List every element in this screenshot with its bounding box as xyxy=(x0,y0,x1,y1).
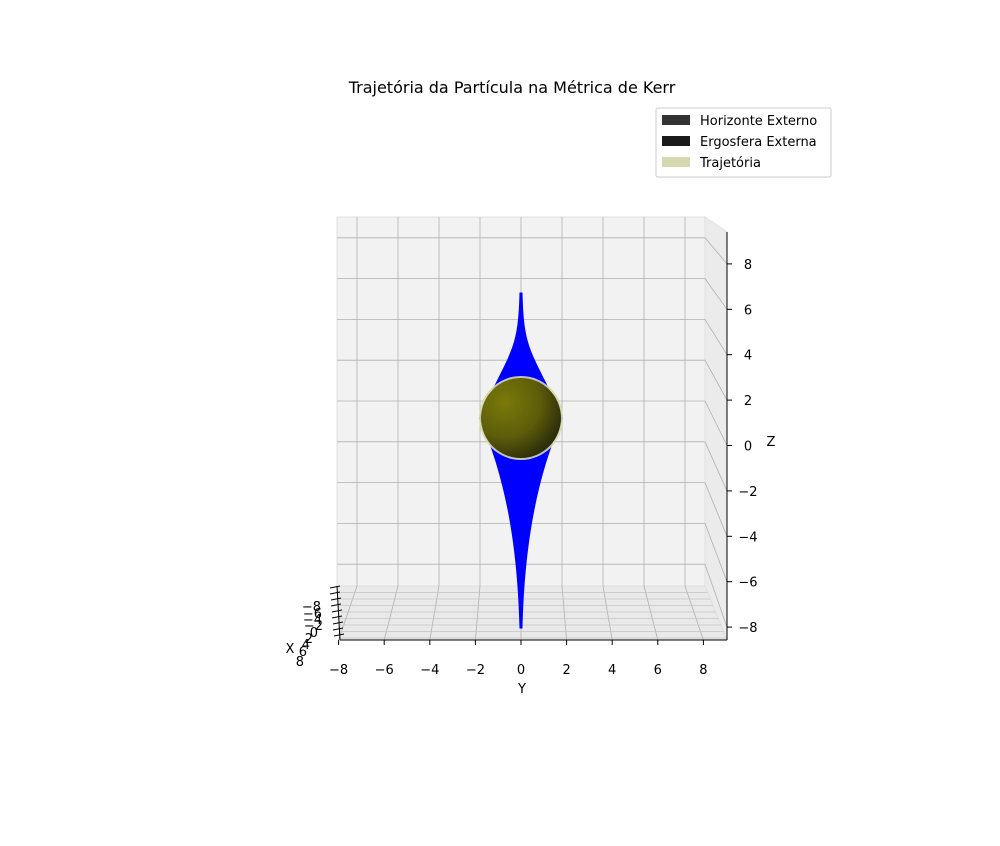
grid-line xyxy=(643,585,659,641)
x-tick-label: 4 xyxy=(302,638,310,653)
z-tick-label: −8 xyxy=(738,621,757,636)
x-tick-label: −6 xyxy=(303,607,322,622)
grid-line xyxy=(704,319,728,355)
floor-pane xyxy=(336,585,728,641)
grid-line xyxy=(704,482,728,537)
y-tick-label: 6 xyxy=(654,663,662,678)
legend: Horizonte Externo Ergosfera Externa Traj… xyxy=(655,107,832,178)
x-axis-ticks: −8 −6 −4 −2 0 2 4 6 8 xyxy=(296,585,345,670)
grid-line xyxy=(338,585,358,641)
y-tick-label: 4 xyxy=(608,663,616,678)
x-axis-label: X xyxy=(286,642,295,657)
right-pane xyxy=(704,216,728,641)
z-tick-label: 6 xyxy=(744,303,752,318)
chart-title: Trajetória da Partícula na Métrica de Ke… xyxy=(348,78,676,97)
z-axis-label: Z xyxy=(767,435,776,450)
y-tick-label: −6 xyxy=(375,663,394,678)
y-tick-label: −4 xyxy=(420,663,439,678)
y-tick-label: 8 xyxy=(699,663,707,678)
trajectory-surface xyxy=(479,292,563,629)
legend-label-ergosfera: Ergosfera Externa xyxy=(700,135,817,150)
x-tick-label: −4 xyxy=(303,613,322,628)
z-axis-ticks: −8 −6 −4 −2 0 2 4 6 8 xyxy=(727,258,758,636)
x-tick-label: 8 xyxy=(296,655,304,670)
y-tick-label: 0 xyxy=(517,663,525,678)
grid-line xyxy=(704,278,728,310)
z-tick-label: 2 xyxy=(744,394,752,409)
grid-line xyxy=(561,585,567,641)
grid-side xyxy=(704,237,728,628)
grid-line xyxy=(429,585,440,641)
y-tick-label: 2 xyxy=(562,663,570,678)
x-tick-label: −2 xyxy=(304,619,323,634)
grid-line xyxy=(602,585,613,641)
legend-box xyxy=(655,107,832,178)
z-tick-label: 8 xyxy=(744,258,752,273)
y-axis-label: Y xyxy=(517,682,526,697)
legend-swatch-ergosfera xyxy=(662,136,690,146)
horizon-sphere xyxy=(481,378,561,458)
grid-line xyxy=(475,585,481,641)
y-tick-label: −8 xyxy=(329,663,348,678)
x-tick-label: 6 xyxy=(299,645,307,660)
x-axis-line xyxy=(336,585,341,641)
grid-line xyxy=(704,523,728,582)
x-tick-label: 2 xyxy=(305,632,313,647)
grid-line xyxy=(704,360,728,401)
legend-swatch-horizonte xyxy=(662,115,690,125)
z-tick-label: −2 xyxy=(738,485,757,500)
z-tick-label: 0 xyxy=(744,440,752,455)
grid-line xyxy=(704,564,728,628)
y-axis-ticks: −8 −6 −4 −2 0 2 4 6 8 xyxy=(329,640,708,678)
grid-line xyxy=(704,400,728,446)
legend-label-trajetoria: Trajetória xyxy=(699,156,761,171)
z-tick-label: 4 xyxy=(744,349,752,364)
z-tick-label: −6 xyxy=(738,576,757,591)
x-tick-label: 0 xyxy=(310,626,318,641)
x-tick-label: −8 xyxy=(302,600,321,615)
z-tick-label: −4 xyxy=(738,530,757,545)
grid-line xyxy=(684,585,704,641)
grid-floor xyxy=(337,585,727,641)
grid-line xyxy=(704,441,728,492)
grid-line xyxy=(383,585,399,641)
grid-line xyxy=(704,237,728,265)
legend-label-horizonte: Horizonte Externo xyxy=(700,114,817,129)
legend-swatch-trajetoria xyxy=(662,157,690,167)
y-tick-label: −2 xyxy=(466,663,485,678)
